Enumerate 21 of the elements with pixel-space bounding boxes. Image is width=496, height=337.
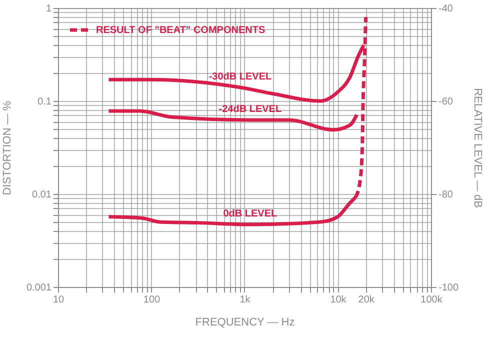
x-tick-label: 20k [358,294,376,306]
x-axis-title: FREQUENCY — Hz [195,316,295,328]
y2-tick-label: -40 [438,4,454,14]
x-tick-label: 100 [143,294,161,306]
x-tick-label: 100k [420,294,444,306]
series-label: -30dB LEVEL [208,71,272,82]
legend-label: RESULT OF "BEAT" COMPONENTS [96,25,266,36]
y2-tick-label: -80 [438,190,454,200]
y-tick-label: 0.1 [38,96,52,108]
series-label: -24dB LEVEL [218,104,282,115]
y-tick-label: 0.001 [26,282,52,294]
y-tick-label: 0.01 [32,190,52,200]
y2-tick-label: -100 [438,282,459,294]
x-tick-label: 10 [52,294,64,306]
x-tick-label: 10k [330,294,348,306]
y2-axis-title: RELATIVE LEVEL — dB [472,88,484,208]
y-tick-label: 1 [46,4,52,14]
x-tick-label: 1k [240,294,252,306]
series-label: 0dB LEVEL [223,208,278,220]
y2-tick-label: -60 [438,96,454,108]
y-axis-title: DISTORTION — % [1,100,14,196]
